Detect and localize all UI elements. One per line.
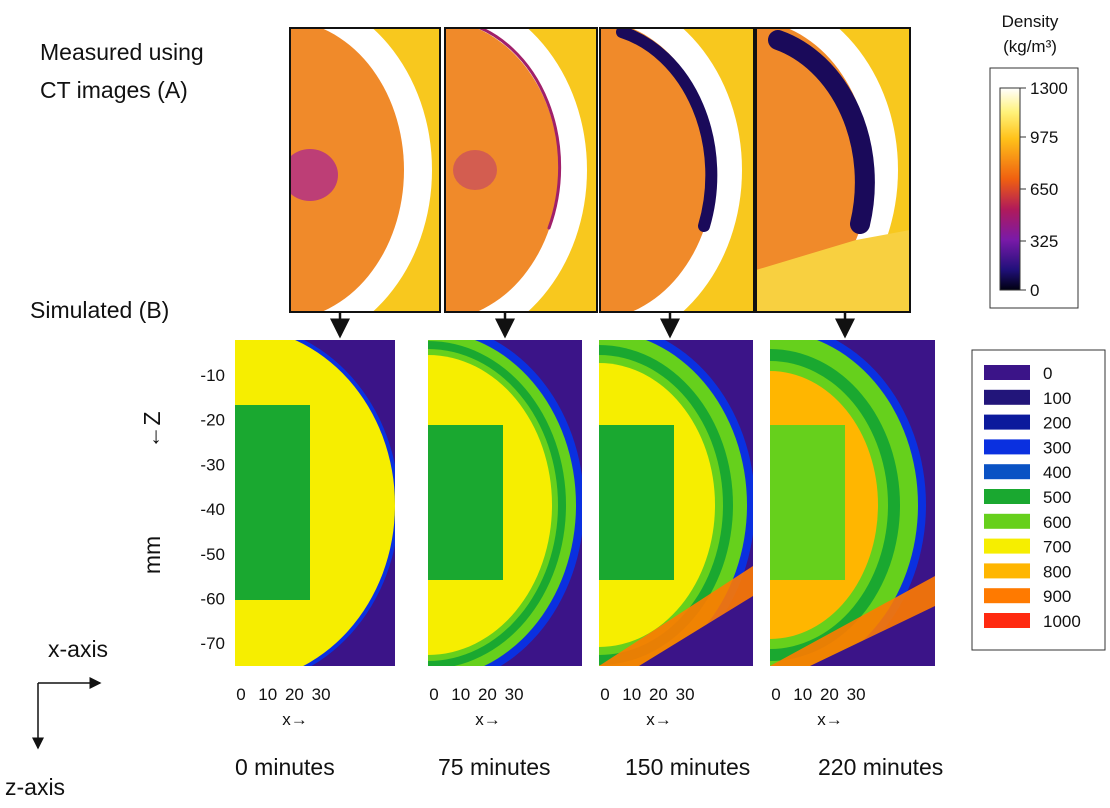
ct-dense-spot: [290, 149, 338, 201]
colorbar-tick-label: 975: [1030, 128, 1058, 147]
y-tick-label: -40: [200, 500, 225, 519]
measured-label: Measured using: [40, 39, 204, 65]
colorbar-tick-label: 650: [1030, 180, 1058, 199]
y-tick-label: -20: [200, 411, 225, 430]
ct-sample: [445, 28, 559, 312]
measured-label: CT images (A): [40, 77, 188, 103]
x-tick-label: 10: [258, 685, 277, 704]
simulation-image: [599, 340, 753, 666]
z-axis-label: z-axis: [5, 774, 65, 800]
y-tick-label: -10: [200, 366, 225, 385]
z-direction-label: ←Z: [139, 411, 165, 448]
colorbar-tick-label: 325: [1030, 232, 1058, 251]
legend-swatch: [984, 489, 1030, 504]
legend-label: 100: [1043, 389, 1071, 408]
ct-frame: [289, 27, 441, 313]
legend-swatch: [984, 563, 1030, 579]
ct-gap: [616, 28, 718, 232]
ct-frame: [599, 27, 755, 313]
colorbar-tick-label: 1300: [1030, 79, 1068, 98]
x-tick-label: 20: [820, 685, 839, 704]
x-tick-label: 20: [478, 685, 497, 704]
ct-image: [445, 28, 597, 312]
legend-label: 0: [1043, 364, 1052, 383]
sim-settled: [639, 596, 753, 666]
legend-label: 400: [1043, 463, 1071, 482]
x-tick-label: 30: [505, 685, 524, 704]
simulated-label: Simulated (B): [30, 297, 169, 323]
colorbar-tick-label: 0: [1030, 281, 1039, 300]
simulation-image: [235, 340, 395, 666]
sim-inner: [599, 425, 674, 580]
x-axis-label: x-axis: [48, 636, 108, 662]
ct-sample: [600, 28, 714, 312]
legend-swatch: [984, 389, 1030, 405]
x-axis-title: x→: [475, 710, 501, 729]
y-tick-label: -70: [200, 634, 225, 653]
legend-label: 200: [1043, 414, 1071, 433]
time-label: 0 minutes: [235, 754, 335, 780]
sim-inner: [770, 425, 845, 580]
x-tick-label: 0: [600, 685, 609, 704]
x-tick-label: 30: [847, 685, 866, 704]
y-tick-label: -50: [200, 545, 225, 564]
x-tick-label: 0: [236, 685, 245, 704]
ct-sample: [290, 28, 404, 312]
ct-dense-spot: [453, 150, 497, 190]
y-tick-label: -60: [200, 590, 225, 609]
legend-label: 500: [1043, 488, 1071, 507]
ct-settled: [756, 230, 910, 312]
time-label: 220 minutes: [818, 754, 943, 780]
legend-label: 1000: [1043, 612, 1081, 631]
ct-image: [756, 28, 910, 312]
x-tick-label: 30: [676, 685, 695, 704]
y-axis-title: mm: [139, 536, 165, 574]
density-colorbar: [999, 87, 1021, 291]
time-label: 150 minutes: [625, 754, 750, 780]
x-tick-label: 0: [771, 685, 780, 704]
x-axis-title: x→: [646, 710, 672, 729]
y-tick-label: -30: [200, 455, 225, 474]
ct-frame: [755, 27, 911, 313]
legend-label: 300: [1043, 438, 1071, 457]
x-tick-label: 20: [649, 685, 668, 704]
x-tick-label: 30: [312, 685, 331, 704]
legend-swatch: [984, 513, 1030, 529]
legend-swatch: [984, 414, 1030, 430]
sim-settled: [810, 606, 935, 666]
sim-inner: [235, 405, 310, 600]
legend-swatch: [984, 464, 1030, 480]
legend-swatch: [984, 613, 1030, 628]
ct-image: [290, 28, 440, 312]
ct-image: [600, 28, 754, 312]
x-axis-title: x→: [282, 710, 308, 729]
legend-label: 600: [1043, 513, 1071, 532]
legend-label: 900: [1043, 587, 1071, 606]
x-axis-title: x→: [817, 710, 843, 729]
legend-swatch: [984, 538, 1030, 554]
density-title: (kg/m³): [1003, 37, 1057, 56]
legend-label: 800: [1043, 562, 1071, 581]
x-tick-label: 10: [622, 685, 641, 704]
sim-inner: [428, 425, 503, 580]
density-title: Density: [1002, 12, 1059, 31]
legend-swatch: [984, 588, 1030, 604]
ct-gap: [768, 30, 875, 234]
legend-swatch: [984, 439, 1030, 455]
simulation-image: [770, 340, 935, 666]
legend-swatch: [984, 365, 1030, 380]
x-tick-label: 0: [429, 685, 438, 704]
ct-frame: [444, 27, 598, 313]
simulation-image: [428, 340, 582, 666]
ct-gap: [476, 28, 562, 230]
x-tick-label: 10: [451, 685, 470, 704]
x-tick-label: 10: [793, 685, 812, 704]
legend-label: 700: [1043, 538, 1071, 557]
time-label: 75 minutes: [438, 754, 551, 780]
x-tick-label: 20: [285, 685, 304, 704]
